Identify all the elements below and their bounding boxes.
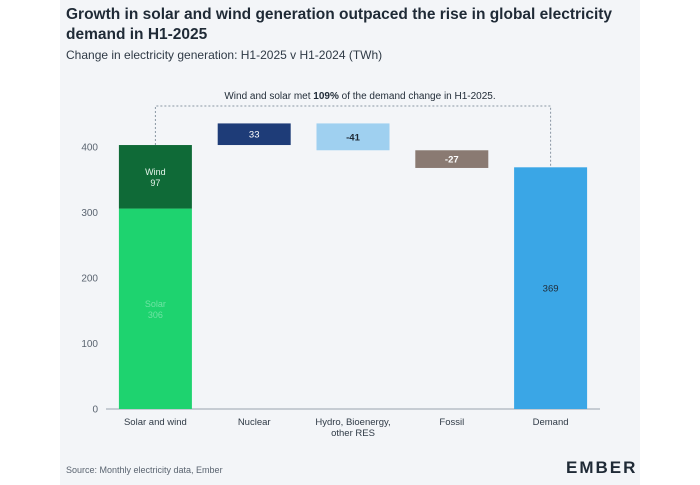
- bar-value-label: 97: [150, 178, 160, 188]
- source-note: Source: Monthly electricity data, Ember: [66, 465, 223, 475]
- x-tick-label: Hydro, Bioenergy,: [315, 417, 390, 428]
- bar-value-label: 33: [249, 130, 260, 141]
- ember-logo: EMBER: [566, 458, 638, 477]
- x-tick-label: Demand: [533, 417, 569, 428]
- y-tick-label: 100: [81, 339, 98, 350]
- bar-value-label: 369: [543, 284, 559, 295]
- bar-value-label: -27: [445, 155, 459, 166]
- x-tick-label: Fossil: [439, 417, 464, 428]
- x-tick-label: other RES: [331, 428, 375, 439]
- y-tick-label: 0: [92, 405, 98, 416]
- bar-value-label: -41: [346, 132, 360, 143]
- bar-series-label: Solar: [145, 299, 166, 309]
- chart-subtitle: Change in electricity generation: H1-202…: [66, 48, 383, 62]
- bar-fossil: [415, 150, 489, 168]
- y-tick-label: 200: [81, 274, 98, 285]
- y-tick-label: 300: [81, 208, 98, 219]
- bar-value-label: 306: [148, 310, 163, 320]
- x-tick-label: Nuclear: [238, 417, 271, 428]
- bar-wind: [118, 145, 192, 209]
- annotation-bracket: [154, 105, 552, 168]
- x-tick-label: Solar and wind: [124, 417, 187, 428]
- annotation-prefix: Wind and solar met: [224, 91, 313, 102]
- annotation-bold: 109%: [313, 91, 339, 102]
- bar-demand: [514, 167, 588, 409]
- bar-series-label: Wind: [145, 167, 166, 177]
- annotation-text: Wind and solar met 109% of the demand ch…: [224, 91, 495, 102]
- bar-hydro: [316, 123, 390, 151]
- chart-title: Growth in solar and wind generation outp…: [66, 6, 613, 43]
- bar-solar: [118, 208, 192, 409]
- bar-nuclear: [217, 123, 291, 146]
- annotation-suffix: of the demand change in H1-2025.: [339, 91, 496, 102]
- y-tick-label: 400: [81, 143, 98, 154]
